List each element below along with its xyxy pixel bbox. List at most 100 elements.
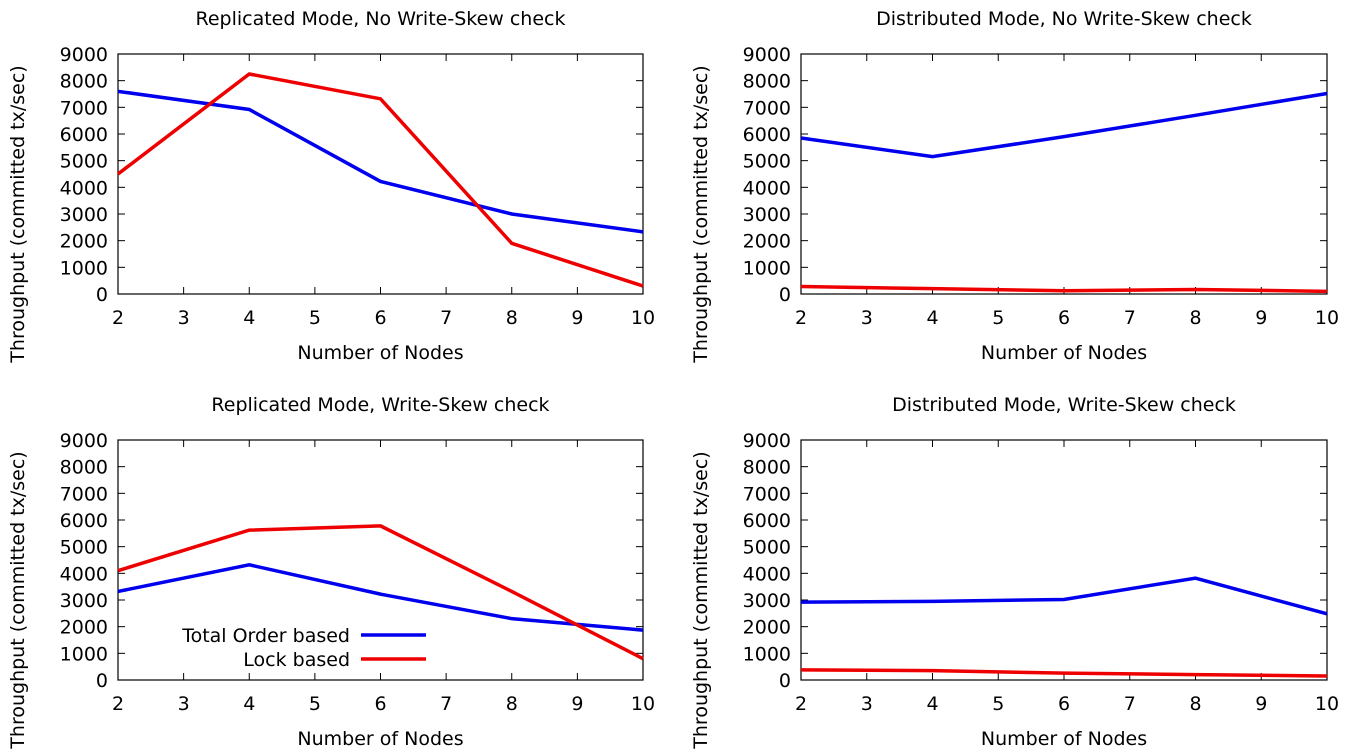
y-axis-label: Throughput (committed tx/sec) [7,65,29,363]
y-tick-label: 1000 [60,643,108,665]
series-line-lock-based [116,72,644,288]
y-tick-label: 9000 [60,430,108,452]
y-tick-label: 6000 [743,510,791,532]
y-tick-label: 4000 [60,177,108,199]
series-line-total-order-based [800,91,1328,159]
x-tick-label: 4 [926,693,938,715]
y-tick-label: 6000 [60,124,108,146]
y-axis-label: Throughput (committed tx/sec) [690,451,712,749]
x-tick-label: 8 [506,693,518,715]
x-tick-label: 5 [309,307,321,329]
chart-panel-1: Replicated Mode, No Write-Skew check 2 3 4 5… [7,8,655,364]
x-tick-label: 6 [1058,307,1070,329]
x-axis-label: Number of Nodes [981,728,1147,750]
y-tick-label: 9000 [60,44,108,66]
series-line-total-order-based [800,576,1328,616]
y-tick-label: 8000 [60,457,108,479]
x-tick-label: 10 [1315,307,1339,329]
chart-panel-4: Distributed Mode, Write-Skew check 2 3 4 5 6 7… [690,394,1339,750]
y-tick-label: 3000 [60,590,108,612]
y-tick-label: 9000 [743,430,791,452]
x-tick-label: 8 [1189,693,1201,715]
y-tick-label: 3000 [60,204,108,226]
x-tick-label: 5 [992,307,1004,329]
x-tick-label: 7 [1124,693,1136,715]
plot-frame [800,439,1328,681]
y-tick-label: 4000 [743,177,791,199]
x-tick-label: 2 [795,307,807,329]
y-tick-label: 7000 [60,483,108,505]
y-tick-label: 2000 [60,231,108,253]
y-tick-label: 2000 [60,617,108,639]
plot-frame [117,53,644,295]
y-tick-label: 2000 [743,231,791,253]
y-tick-label: 4000 [60,563,108,585]
x-tick-label: 3 [861,693,873,715]
x-tick-label: 7 [440,307,452,329]
series-line-lock-based [800,668,1328,678]
y-tick-label: 0 [96,670,108,692]
y-tick-label: 7000 [743,97,791,119]
x-tick-label: 5 [309,693,321,715]
x-tick-label: 2 [795,693,807,715]
x-tick-label: 2 [112,693,124,715]
x-tick-label: 7 [1124,307,1136,329]
series-line-lock-based [117,524,644,661]
x-axis-label: Number of Nodes [297,342,463,364]
x-tick-label: 4 [243,693,255,715]
x-tick-label: 10 [1315,693,1339,715]
x-tick-label: 6 [1058,693,1070,715]
y-tick-label: 8000 [743,457,791,479]
y-tick-label: 9000 [743,44,791,66]
x-tick-label: 6 [374,307,386,329]
y-tick-label: 5000 [743,537,791,559]
plot-frame [800,53,1328,295]
y-tick-label: 3000 [743,204,791,226]
chart-title: Replicated Mode, Write-Skew check [211,394,549,416]
y-tick-label: 7000 [743,483,791,505]
y-tick-label: 0 [779,670,791,692]
y-tick-label: 1000 [60,257,108,279]
series-line-total-order-based [117,563,644,632]
chart-title: Distributed Mode, Write-Skew check [892,394,1236,416]
x-tick-label: 7 [440,693,452,715]
y-tick-label: 8000 [60,71,108,93]
y-tick-label: 0 [779,284,791,306]
y-tick-label: 2000 [743,617,791,639]
x-axis-label: Number of Nodes [981,342,1147,364]
y-tick-label: 0 [96,284,108,306]
x-tick-label: 9 [571,693,583,715]
x-tick-label: 10 [631,693,655,715]
y-tick-label: 3000 [743,590,791,612]
chart-panel-2: Distributed Mode, No Write-Skew check 2 3 4… [690,8,1339,364]
chart-title: Distributed Mode, No Write-Skew check [876,8,1252,30]
x-tick-label: 6 [374,693,386,715]
y-tick-label: 5000 [60,537,108,559]
x-tick-label: 4 [243,307,255,329]
x-tick-label: 9 [571,307,583,329]
x-tick-label: 9 [1255,307,1267,329]
x-tick-label: 5 [992,693,1004,715]
y-axis-label: Throughput (committed tx/sec) [690,65,712,363]
x-tick-label: 3 [178,307,190,329]
legend-label: Lock based [243,649,350,671]
y-tick-label: 8000 [743,71,791,93]
x-tick-label: 3 [861,307,873,329]
y-tick-label: 1000 [743,643,791,665]
y-tick-label: 6000 [60,510,108,532]
chart-panel-3: Replicated Mode, Write-Skew check 2 3 4 5 6 7 8… [7,394,655,750]
y-tick-label: 5000 [743,151,791,173]
series-line-total-order-based [117,89,644,234]
x-tick-label: 2 [112,307,124,329]
y-axis-label: Throughput (committed tx/sec) [7,451,29,749]
x-tick-label: 9 [1255,693,1267,715]
y-tick-label: 4000 [743,563,791,585]
legend-label: Total Order based [181,625,350,647]
y-tick-label: 5000 [60,151,108,173]
y-tick-label: 6000 [743,124,791,146]
x-tick-label: 3 [178,693,190,715]
chart-title: Replicated Mode, No Write-Skew check [195,8,565,30]
y-tick-label: 7000 [60,97,108,119]
